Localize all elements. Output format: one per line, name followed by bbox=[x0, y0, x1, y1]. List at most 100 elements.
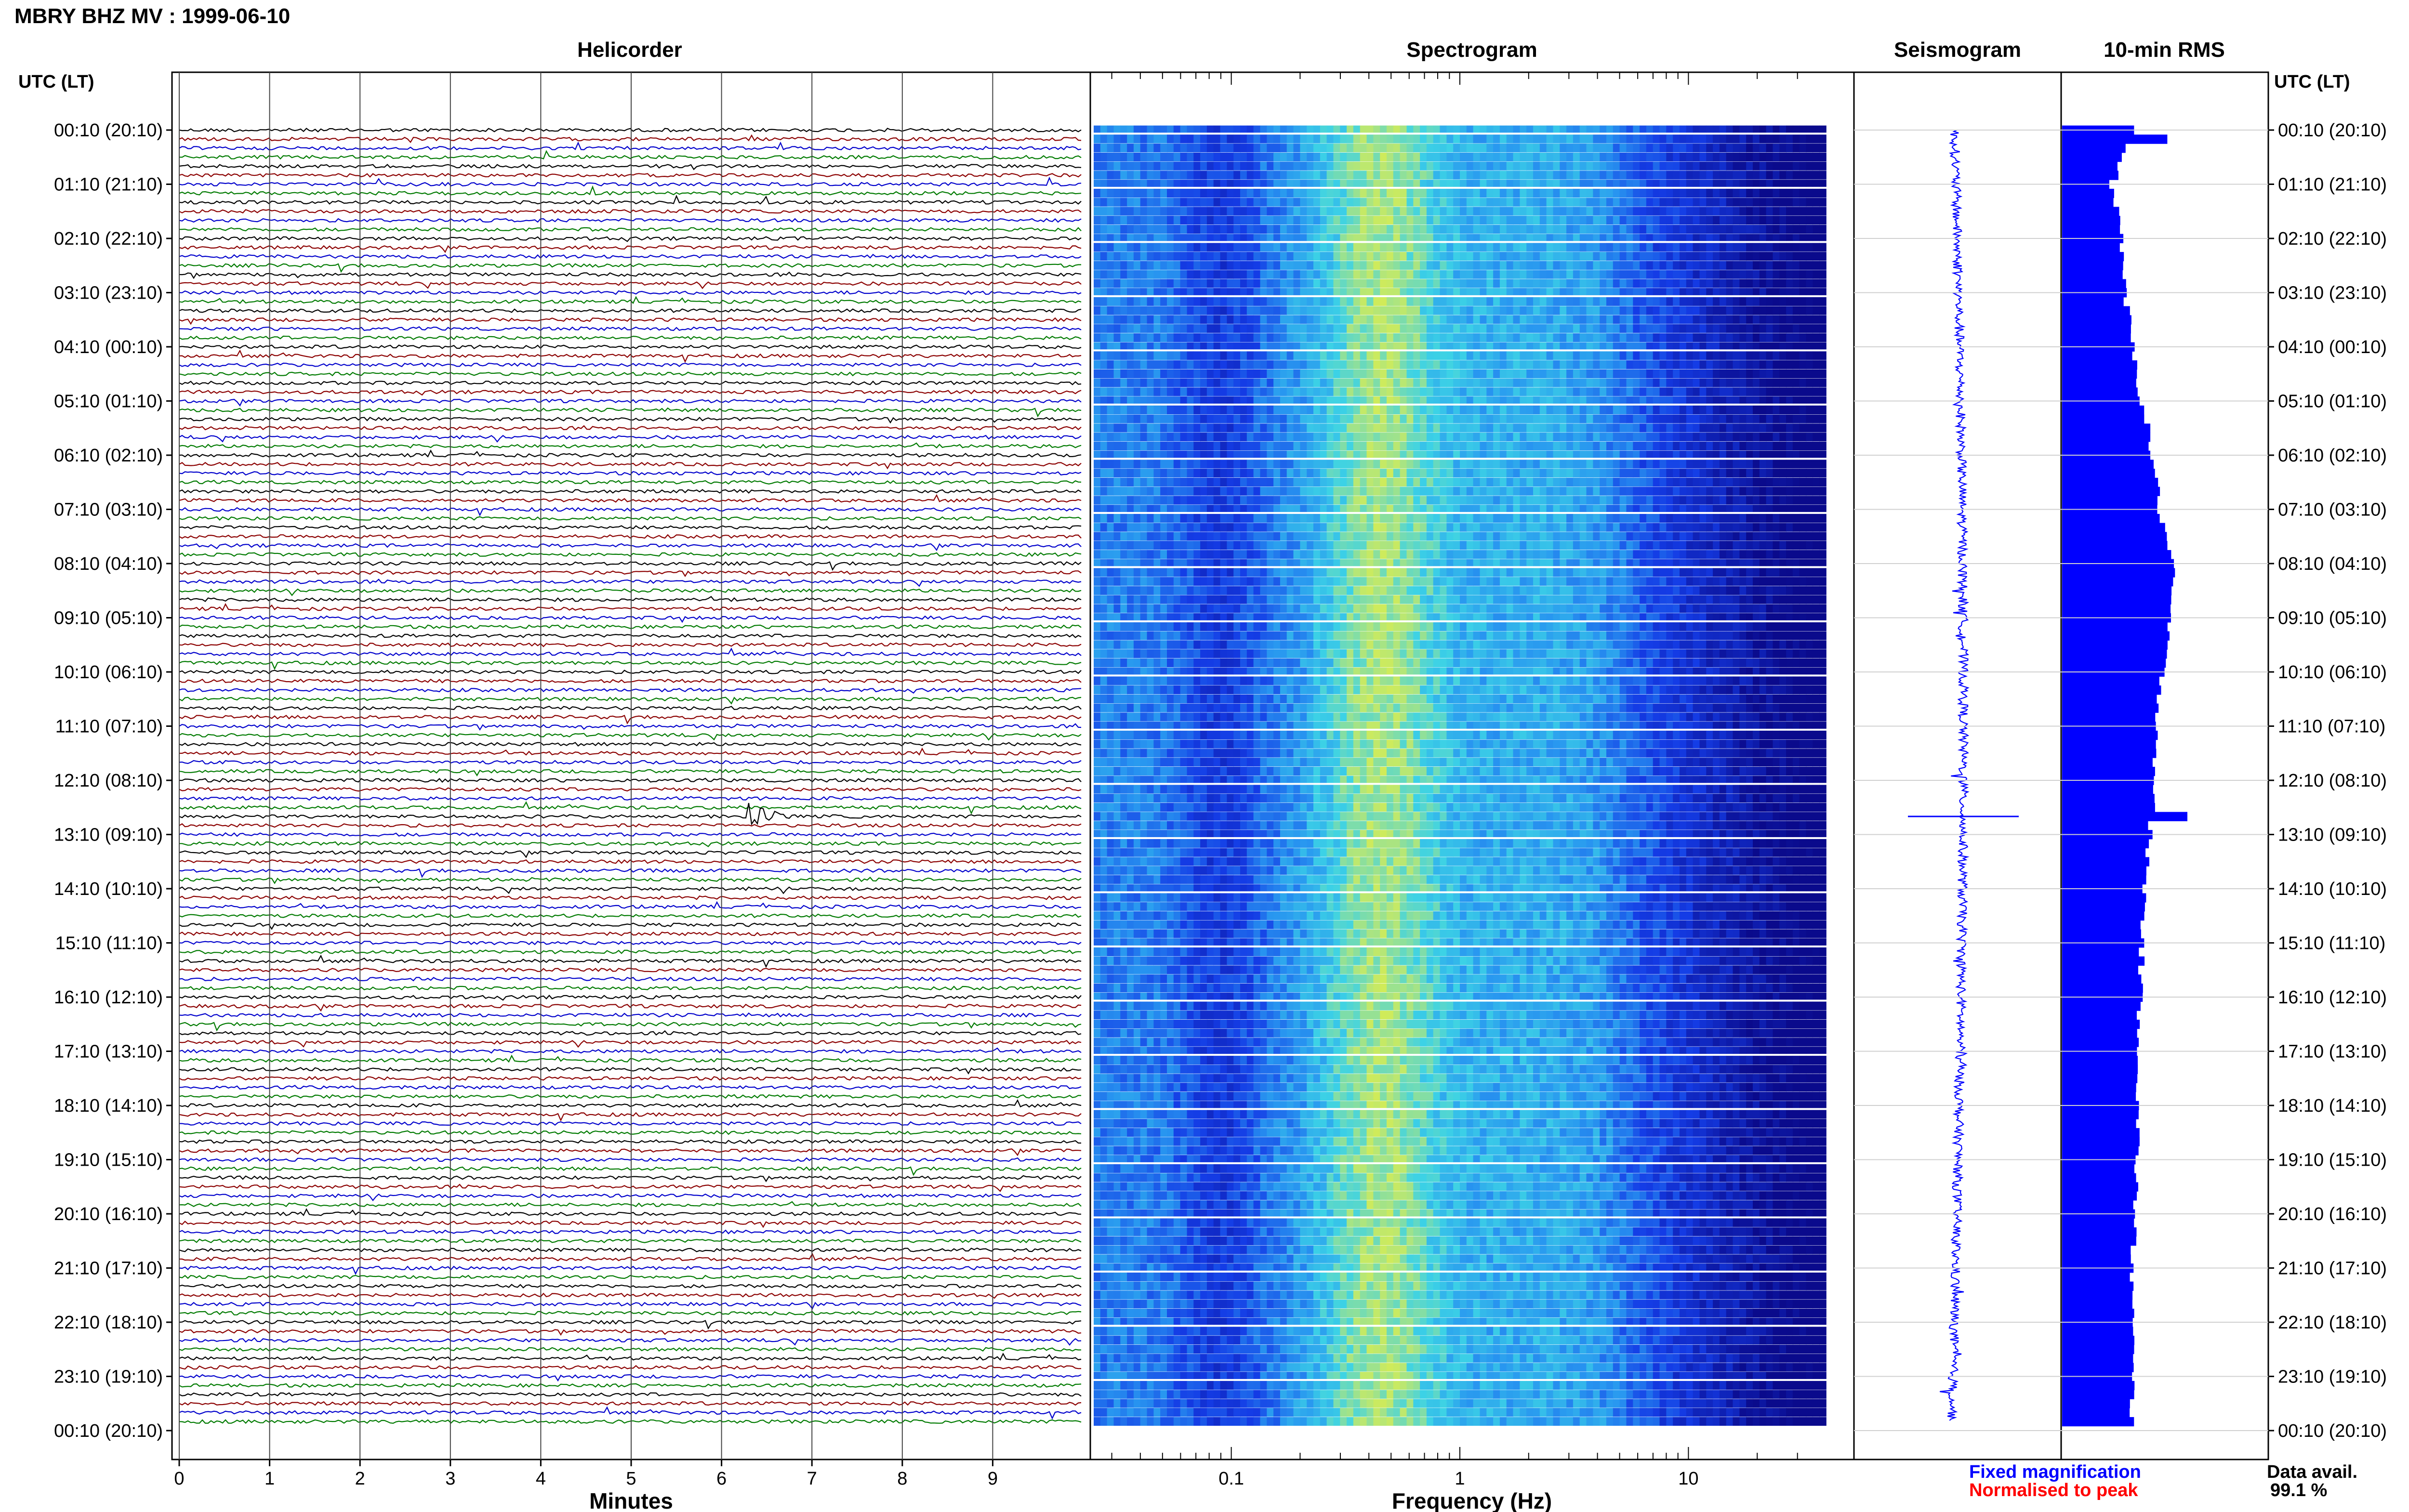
rms-bar bbox=[2062, 369, 2137, 379]
helicorder-trace bbox=[179, 381, 1082, 385]
spectrogram-row bbox=[1094, 667, 1827, 675]
spectrogram-row bbox=[1094, 333, 1827, 342]
rms-bar bbox=[2062, 252, 2124, 262]
spectrogram-heatmap bbox=[1094, 125, 1827, 1426]
rms-bar bbox=[2062, 486, 2160, 496]
rms-bar bbox=[2062, 839, 2149, 849]
minute-tick-label: 3 bbox=[445, 1469, 455, 1489]
rms-bar bbox=[2062, 685, 2161, 695]
rms-bar bbox=[2062, 207, 2119, 216]
spectrogram-row bbox=[1094, 505, 1827, 512]
spectrogram-row bbox=[1094, 1281, 1827, 1290]
helicorder-trace bbox=[179, 552, 1082, 557]
helicorder-trace bbox=[179, 697, 1082, 705]
rms-bar bbox=[2062, 496, 2158, 505]
rms-bar bbox=[2062, 224, 2120, 235]
helicorder-trace bbox=[179, 245, 1082, 253]
rms-bar bbox=[2062, 216, 2120, 225]
time-tick-left: 13:10 (09:10) bbox=[54, 825, 163, 845]
helicorder-trace bbox=[179, 296, 1082, 304]
helicorder-trace bbox=[179, 995, 1082, 1001]
helicorder-traces bbox=[179, 128, 1082, 1424]
spectrogram-row bbox=[1094, 956, 1827, 965]
spectrogram-row bbox=[1094, 794, 1827, 803]
right-axis-label: UTC (LT) bbox=[2274, 72, 2350, 92]
helicorder-trace bbox=[179, 931, 1082, 936]
spectrogram-row bbox=[1094, 1317, 1827, 1325]
spectrogram-row bbox=[1094, 270, 1827, 279]
spectrogram-row bbox=[1094, 279, 1827, 288]
helicorder-trace bbox=[179, 417, 1082, 424]
helicorder-trace bbox=[179, 723, 1082, 731]
time-tick-left: 05:10 (01:10) bbox=[54, 392, 163, 412]
axis-ticks: 00:10 (20:10) 00:10 (20:10) 01:10 (21:10) 0… bbox=[54, 72, 2387, 1489]
spectrogram-row bbox=[1094, 261, 1827, 270]
helicorder-trace bbox=[179, 832, 1082, 837]
spectrogram-row bbox=[1094, 911, 1827, 920]
helicorder-trace bbox=[179, 742, 1082, 747]
spectrogram-row bbox=[1094, 848, 1827, 857]
spectrogram-row bbox=[1094, 812, 1827, 821]
spectrogram-row bbox=[1094, 1182, 1827, 1191]
rms-bar bbox=[2062, 360, 2137, 370]
spectrogram-row bbox=[1094, 405, 1827, 414]
spectrogram-row bbox=[1094, 324, 1827, 333]
rms-bar bbox=[2062, 1128, 2140, 1138]
helicorder-trace bbox=[179, 747, 1082, 756]
time-tick-left: 16:10 (12:10) bbox=[54, 987, 163, 1008]
rms-bar bbox=[2062, 188, 2114, 198]
rms-bar bbox=[2062, 749, 2157, 758]
spectrogram-row bbox=[1094, 1372, 1827, 1379]
time-tick-right: 11:10 (07:10) bbox=[2278, 717, 2385, 737]
helicorder-trace bbox=[179, 859, 1082, 864]
spectrogram-row bbox=[1094, 171, 1827, 180]
helicorder-trace bbox=[179, 901, 1081, 909]
rms-bar bbox=[2062, 631, 2170, 641]
time-tick-left: 10:10 (06:10) bbox=[54, 662, 163, 683]
helicorder-trace bbox=[179, 1175, 1082, 1183]
rms-bar bbox=[2062, 306, 2130, 316]
spectrogram-row bbox=[1094, 180, 1827, 187]
spectrogram-row bbox=[1094, 1173, 1827, 1182]
rms-bar bbox=[2062, 703, 2159, 713]
rms-bar bbox=[2062, 1028, 2137, 1038]
time-tick-left: 00:10 (20:10) bbox=[54, 1421, 163, 1441]
helicorder-trace bbox=[179, 128, 1082, 132]
helicorder-trace bbox=[179, 218, 1082, 223]
helicorder-trace bbox=[179, 1238, 1082, 1244]
spectrogram-row bbox=[1094, 685, 1827, 695]
rms-bar bbox=[2062, 802, 2155, 813]
rms-bar bbox=[2062, 712, 2156, 722]
time-tick-left: 21:10 (17:10) bbox=[54, 1259, 163, 1279]
frequency-tick-label: 1 bbox=[1455, 1469, 1465, 1489]
rms-bar bbox=[2062, 1055, 2138, 1065]
helicorder-trace bbox=[179, 1311, 1082, 1316]
rms-bar bbox=[2062, 758, 2153, 767]
time-tick-left: 11:10 (07:10) bbox=[55, 717, 163, 737]
helicorder-trace bbox=[179, 940, 1082, 946]
helicorder-trace bbox=[179, 150, 1082, 160]
rms-bar bbox=[2062, 1001, 2141, 1011]
rms-bar bbox=[2062, 1110, 2139, 1119]
helicorder-trace bbox=[179, 317, 1082, 325]
rms-bar bbox=[2062, 1272, 2130, 1282]
helicorder-trace bbox=[179, 647, 1082, 657]
spectrogram-row bbox=[1094, 1164, 1827, 1173]
rms-bar bbox=[2062, 875, 2146, 885]
helicorder-trace bbox=[179, 1201, 1082, 1208]
spectrogram-row bbox=[1094, 252, 1827, 261]
spectrogram-xlabel: Frequency (Hz) bbox=[1392, 1488, 1552, 1512]
time-tick-left: 18:10 (14:10) bbox=[54, 1096, 163, 1116]
helicorder-trace bbox=[179, 1374, 1082, 1382]
helicorder-trace bbox=[179, 1284, 1082, 1289]
spectrogram-row bbox=[1094, 1047, 1827, 1054]
spectrogram-row bbox=[1094, 369, 1827, 378]
helicorder-trace bbox=[179, 986, 1082, 991]
helicorder-trace bbox=[179, 227, 1082, 232]
spectrogram-row bbox=[1094, 595, 1827, 604]
helicorder-trace bbox=[179, 642, 1082, 647]
time-tick-right: 10:10 (06:10) bbox=[2278, 662, 2387, 683]
spectrogram-row bbox=[1094, 460, 1827, 469]
rms-bar bbox=[2062, 134, 2168, 144]
rms-bar bbox=[2062, 857, 2149, 867]
